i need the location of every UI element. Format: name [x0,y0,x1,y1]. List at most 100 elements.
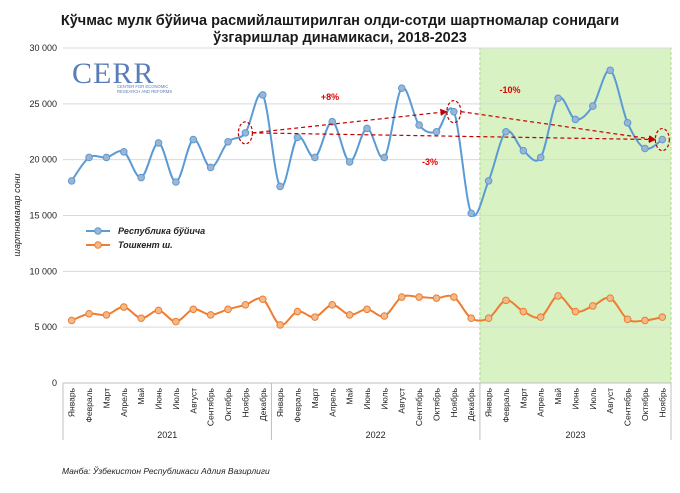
data-point-republic [85,153,93,162]
x-tick-label: Февраль [84,387,94,422]
data-point-republic [606,66,615,75]
x-tick-label: Апрель [536,387,546,416]
x-tick-label: Август [188,388,198,414]
y-tick-label: 20 000 [29,155,57,165]
x-tick-label: Май [345,388,355,405]
x-tick-label: Январь [484,387,494,417]
data-point-tashkent [311,313,319,321]
annotation-arrow [252,108,448,134]
data-point-republic [363,124,371,133]
data-point-republic [554,94,562,103]
data-point-tashkent [224,305,232,314]
data-point-republic [154,139,163,147]
x-tick-label: Декабрь [258,387,268,421]
data-point-tashkent [137,314,145,323]
x-tick-label: Май [136,388,146,405]
data-point-tashkent [276,321,284,329]
data-point-tashkent [623,315,632,324]
x-tick-label: Апрель [119,387,129,416]
data-point-republic [172,178,180,186]
data-point-tashkent [536,313,545,321]
logo-text: CERR [72,57,154,90]
data-point-republic [536,153,545,162]
series-layer [67,66,667,329]
legend: Республика бўйича Тошкент ш. [86,226,205,250]
data-point-republic [328,117,337,126]
x-tick-label: Январь [275,387,285,417]
y-tick-label: 15 000 [29,211,57,221]
data-point-tashkent [345,311,354,319]
y-tick-label: 25 000 [29,99,57,109]
data-point-republic [102,153,111,162]
annotation-arrow [460,111,657,143]
year-label: 2021 [157,430,177,440]
data-point-tashkent [293,307,302,316]
data-point-tashkent [172,317,180,326]
data-point-tashkent [484,314,493,323]
data-point-tashkent [67,316,76,325]
data-point-tashkent [641,316,649,325]
legend-label-tashkent: Тошкент ш. [118,240,173,250]
x-tick-label: Октябрь [640,387,650,421]
y-tick-label: 5 000 [34,322,57,332]
data-point-republic [397,84,406,92]
data-point-republic [589,102,597,110]
x-tick-label: Ноябрь [449,387,459,417]
grid-layer [63,47,671,384]
data-point-tashkent [328,301,337,309]
year-label: 2022 [366,430,386,440]
x-tick-label: Март [310,388,320,408]
data-point-tashkent [397,293,406,301]
data-point-tashkent [467,314,476,323]
x-tick-label: Ноябрь [657,387,667,417]
data-point-tashkent [554,292,562,300]
x-tick-label: Ноябрь [240,387,250,417]
logo: CERR CENTER FOR ECONOMIC RESEARCH AND RE… [72,57,172,94]
y-axis-label: шартномалар сони [12,173,22,256]
data-point-republic [380,153,389,162]
x-tick-label: Сентябрь [206,387,216,426]
x-tick-label: Октябрь [223,387,233,421]
data-point-tashkent [502,296,510,305]
annotation-layer: +8% -10% -3% [237,85,670,167]
data-point-republic [571,115,580,124]
data-point-republic [658,135,667,144]
data-point-republic [224,138,232,146]
x-tick-label: Сентябрь [623,387,633,426]
data-point-tashkent [658,313,667,321]
data-point-republic [345,158,354,166]
y-tick-label: 0 [52,378,57,388]
x-tick-label: Август [605,388,615,414]
data-point-tashkent [380,312,389,320]
data-point-republic [206,163,215,172]
x-tick-label: Август [397,388,407,414]
year-label: 2023 [565,430,585,440]
annotation-label: +8% [321,92,339,102]
data-point-republic [120,148,128,156]
data-point-tashkent [606,294,615,302]
x-tick-label: Сентябрь [414,387,424,426]
x-tick-label: Февраль [293,387,303,422]
x-tick-label: Июнь [362,387,372,409]
x-tick-label: Июнь [570,387,580,409]
x-tick-label: Февраль [501,387,511,422]
data-point-tashkent [519,307,528,316]
legend-marker-republic [94,227,102,235]
x-tick-label: Июль [379,387,389,409]
data-point-tashkent [206,311,215,319]
annotation-label: -10% [499,85,520,95]
x-tick-label: Июль [588,387,598,409]
y-tick-label: 30 000 [29,43,57,53]
x-tick-label: Апрель [327,387,337,416]
axis-layer: 0 5 000 10 000 15 000 20 000 25 000 30 000 Янва… [29,43,672,440]
x-tick-label: Июнь [154,387,164,409]
annotation-label: -3% [422,157,438,167]
data-point-tashkent [432,294,441,302]
data-point-republic [276,182,284,191]
data-point-tashkent [102,311,111,319]
x-tick-label: Январь [67,387,77,417]
x-tick-label: Декабрь [466,387,476,421]
data-point-republic [293,133,302,142]
data-point-republic [467,209,476,218]
